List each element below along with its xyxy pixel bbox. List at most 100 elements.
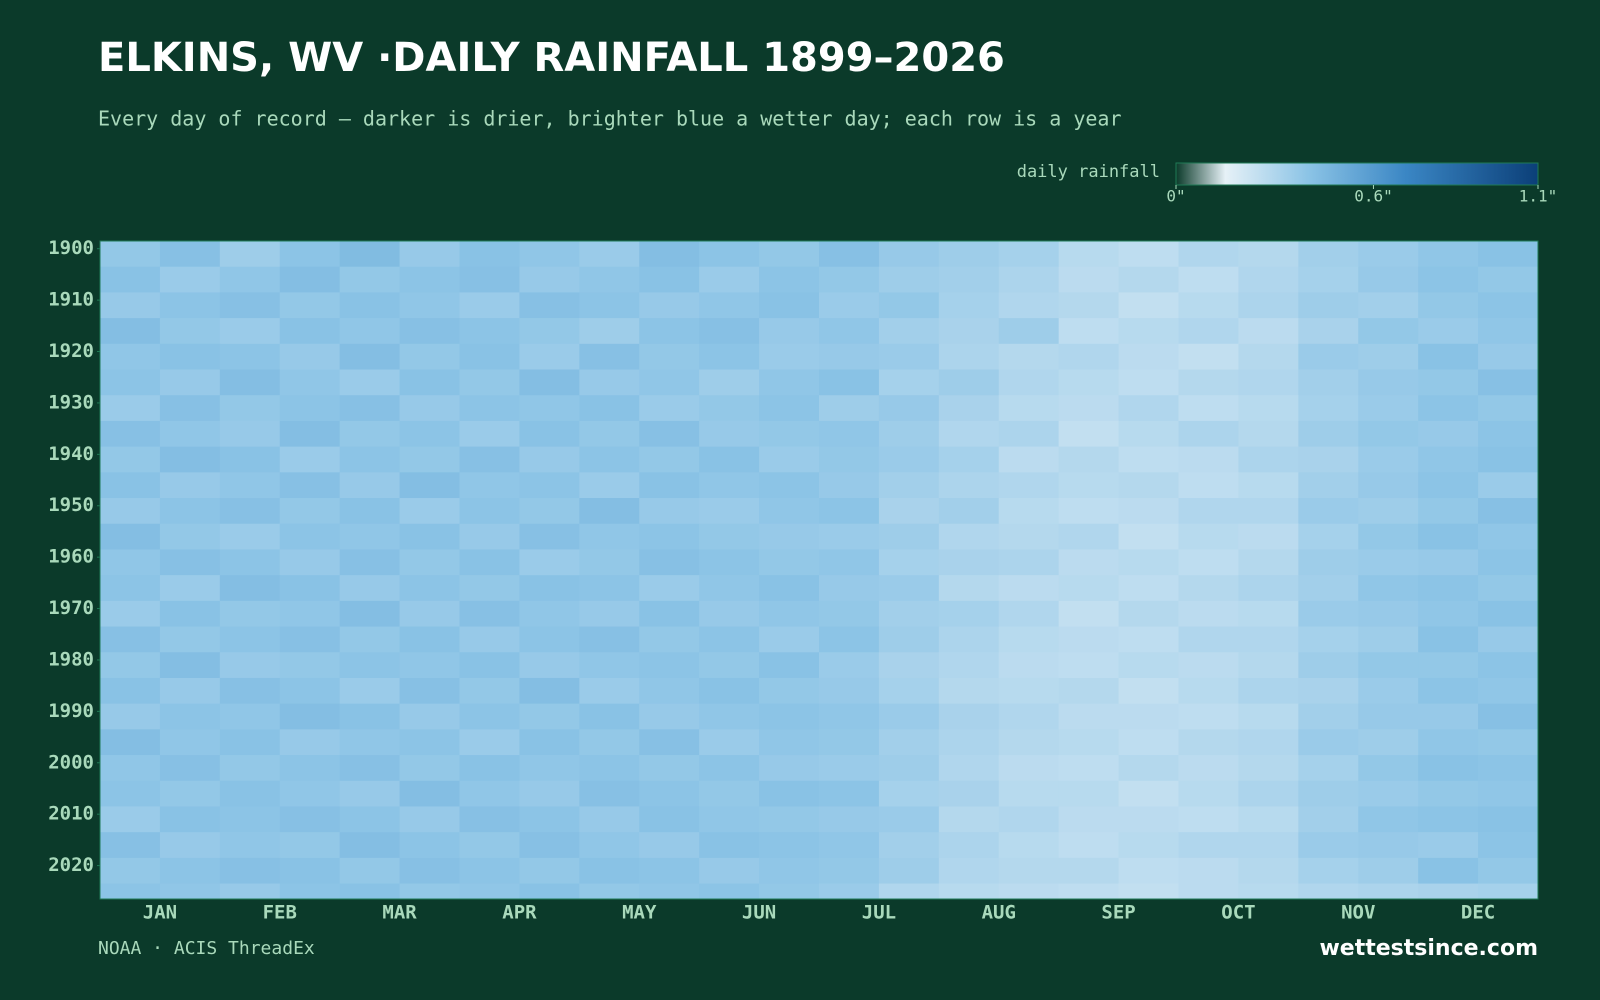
heat-cell (1058, 806, 1120, 833)
heat-cell (459, 729, 520, 756)
heat-cell (579, 883, 640, 900)
heat-cell (519, 883, 580, 900)
heat-cell (878, 446, 940, 473)
heat-cell (878, 343, 940, 371)
heat-cell (1298, 729, 1359, 756)
heat-cell (1298, 318, 1359, 345)
heat-cell (159, 703, 221, 730)
heat-cell (938, 832, 1000, 859)
heat-cell (1118, 266, 1179, 293)
heat-cell (1298, 652, 1359, 679)
heat-cell (1358, 549, 1419, 576)
heat-cell (579, 806, 640, 833)
heat-cell (519, 292, 580, 319)
heat-cell (399, 395, 460, 422)
heat-cell (1058, 729, 1120, 756)
heat-cell (699, 446, 760, 473)
heat-cell (159, 343, 221, 371)
heat-cell (1238, 472, 1299, 499)
heat-cell (1238, 575, 1299, 602)
heat-cell (1478, 420, 1539, 448)
heat-cell (998, 266, 1060, 293)
heat-cell (100, 575, 161, 602)
heat-cell (159, 446, 221, 473)
heat-cell (219, 857, 281, 885)
heat-cell (219, 806, 281, 833)
heat-cell (1418, 343, 1479, 371)
heat-cell (1238, 395, 1299, 422)
heat-cell (699, 343, 760, 371)
heat-cell (100, 729, 161, 756)
heat-cell (1478, 523, 1539, 550)
heat-cell (1118, 780, 1179, 807)
heat-cell (279, 600, 341, 628)
heat-cell (279, 472, 341, 499)
x-tick-label: JUN (742, 902, 776, 924)
heat-cell (100, 292, 161, 319)
heat-cell (639, 677, 700, 705)
heat-cell (519, 729, 580, 756)
heat-cell (219, 292, 281, 319)
heat-cell (219, 677, 281, 705)
heat-cell (938, 420, 1000, 448)
heat-cell (639, 703, 700, 730)
heat-cell (1298, 420, 1359, 448)
y-tick-label: 2010 (48, 803, 94, 825)
heat-cell (819, 292, 880, 319)
heat-cell (399, 549, 460, 576)
y-tick-label: 1960 (48, 546, 94, 568)
colorbar-tick-label: 1.1" (1519, 187, 1558, 206)
heat-cell (579, 498, 640, 525)
heat-cell (1118, 755, 1179, 782)
heat-cell (1478, 729, 1539, 756)
heat-cell (399, 703, 460, 730)
heat-cell (1238, 626, 1299, 653)
heat-cell (219, 832, 281, 859)
heat-cell (1358, 806, 1419, 833)
heat-cell (1178, 523, 1239, 550)
colorbar-label: daily rainfall (1017, 162, 1160, 182)
heat-cell (1118, 369, 1179, 396)
heat-cell (699, 626, 760, 653)
heat-cell (998, 652, 1060, 679)
heat-cell (759, 755, 820, 782)
heat-cell (759, 575, 820, 602)
heat-cell (759, 703, 820, 730)
heat-cell (1178, 575, 1239, 602)
heat-cell (1418, 395, 1479, 422)
x-tick-label: OCT (1221, 902, 1255, 924)
heat-cell (1418, 729, 1479, 756)
heat-cell (1358, 266, 1419, 293)
heat-cell (279, 498, 341, 525)
heat-cell (998, 446, 1060, 473)
heat-cell (399, 292, 460, 319)
heat-cell (159, 420, 221, 448)
heat-cell (339, 523, 401, 550)
heat-cell (998, 600, 1060, 628)
heat-cell (1418, 832, 1479, 859)
heat-cell (1298, 523, 1359, 550)
heat-cell (100, 780, 161, 807)
heat-cell (279, 395, 341, 422)
heat-cell (100, 241, 161, 268)
heat-cell (279, 446, 341, 473)
heat-cell (1178, 343, 1239, 371)
heat-cell (459, 241, 520, 268)
heat-cell (519, 575, 580, 602)
heat-cell (878, 857, 940, 885)
heat-cell (1418, 806, 1479, 833)
y-tick-label: 1950 (48, 494, 94, 516)
heat-cell (1478, 446, 1539, 473)
heat-cell (159, 806, 221, 833)
heat-cell (878, 472, 940, 499)
heat-cell (1478, 703, 1539, 730)
heat-cell (1118, 806, 1179, 833)
heat-cell (938, 343, 1000, 371)
heat-cell (1418, 652, 1479, 679)
heat-cell (339, 626, 401, 653)
heat-cell (639, 755, 700, 782)
heat-cell (1418, 318, 1479, 345)
heat-cell (1058, 241, 1120, 268)
heat-cell (219, 498, 281, 525)
heat-cell (519, 498, 580, 525)
